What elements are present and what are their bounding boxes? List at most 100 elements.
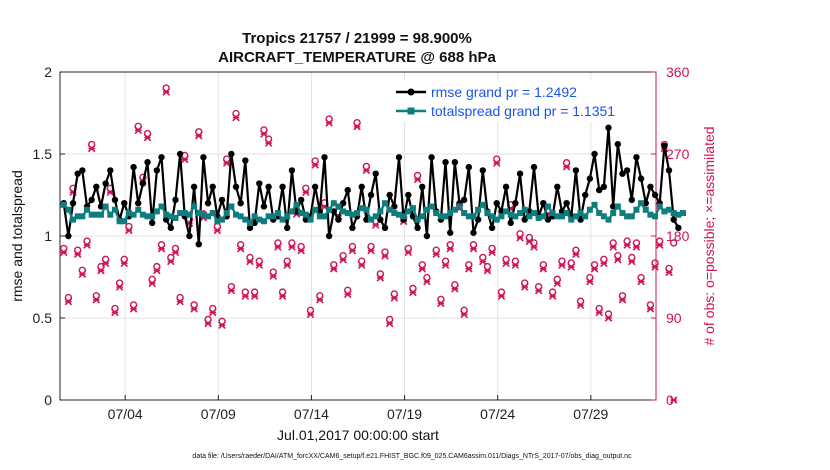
rmse-point-99 [521,216,528,223]
totalspread-point-70 [386,206,393,213]
rmse-point-13 [121,200,128,207]
obs-assimilated-marker-107 [558,261,566,269]
totalspread-point-84 [451,206,458,213]
totalspread-point-128 [656,203,663,210]
obs-assimilated-marker-28 [190,305,198,313]
obs-assimilated-marker-93 [492,159,501,167]
totalspread-point-63 [354,210,361,217]
totalspread-point-106 [554,213,561,220]
obs-assimilated-marker-37 [232,113,240,122]
totalspread-point-121 [624,213,631,220]
totalspread-point-99 [521,206,528,213]
totalspread-point-82 [442,213,449,220]
obs-assimilated-marker-41 [250,292,259,300]
totalspread-point-133 [680,210,687,217]
totalspread-point-30 [200,211,207,218]
obs-assimilated-marker-71 [390,294,399,302]
totalspread-point-126 [647,211,654,218]
totalspread-point-73 [400,213,407,220]
totalspread-point-25 [177,210,184,217]
rmse-point-30 [200,154,207,161]
obs-assimilated-marker-101 [530,243,538,251]
obs-assimilated-marker-99 [520,283,529,291]
rmse-point-94 [498,208,505,215]
obs-assimilated-marker-57 [325,119,333,127]
obs-assimilated-marker-70 [385,319,394,328]
totalspread-point-112 [582,213,589,220]
obs-assimilated-marker-31 [204,319,212,328]
obs-assimilated-marker-48 [283,261,291,269]
series-layer [60,124,687,248]
totalspread-point-41 [251,213,258,220]
totalspread-point-117 [605,216,612,223]
obs-assimilated-marker-12 [115,283,124,291]
totalspread-point-64 [358,205,365,212]
totalspread-point-71 [391,210,398,217]
totalspread-point-10 [107,211,114,218]
obs-assimilated-marker-124 [637,277,645,286]
totalspread-point-26 [181,210,188,217]
y2-tick-label-0: 0 [666,392,674,408]
obs-assimilated-marker-98 [516,234,524,242]
rmse-point-41 [251,219,258,227]
totalspread-point-9 [102,203,109,210]
rmse-point-20 [153,167,161,174]
obs-assimilated-marker-34 [218,321,226,330]
totalspread-point-68 [377,208,384,215]
rmse-point-57 [325,232,333,240]
rmse-point-36 [228,150,235,158]
totalspread-point-132 [675,211,682,218]
rmse-point-119 [614,140,622,148]
obs-assimilated-marker-95 [502,259,510,268]
totalspread-point-24 [172,214,179,221]
totalspread-point-91 [484,210,491,217]
totalspread-point-96 [507,211,514,218]
x-axis-label: Jul.01,2017 00:00:00 start [277,427,439,443]
totalspread-point-29 [195,210,202,217]
rmse-point-21 [158,154,165,161]
totalspread-point-23 [167,213,174,220]
y-tick-label-3: 1.5 [33,146,53,162]
totalspread-point-104 [544,203,551,210]
obs-assimilated-marker-51 [297,246,305,255]
y-tick-label-1: 0.5 [33,310,53,326]
rmse-point-15 [130,163,137,171]
rmse-point-130 [665,167,673,174]
totalspread-point-67 [372,213,379,220]
rmse-point-82 [442,159,449,166]
totalspread-point-2 [70,216,77,223]
totalspread-point-131 [670,210,677,217]
rmse-point-97 [512,200,519,207]
rmse-point-60 [339,200,347,207]
totalspread-point-18 [144,213,151,220]
obs-assimilated-marker-21 [157,244,166,253]
rmse-point-24 [172,196,179,204]
obs-assimilated-marker-46 [274,243,282,251]
y2-tick-label-4: 360 [666,64,690,80]
totalspread-point-78 [423,206,430,213]
rmse-point-106 [554,183,561,190]
totalspread-point-114 [591,201,598,208]
totalspread-point-118 [610,210,617,217]
obs-assimilated-marker-108 [562,162,571,171]
rmse-point-103 [540,200,547,207]
totalspread-point-98 [517,210,524,217]
x-tick-label-3: 07/19 [387,406,422,422]
obs-assimilated-marker-18 [143,133,152,142]
obs-assimilated-marker-49 [288,243,296,251]
obs-assimilated-marker-128 [655,241,664,249]
obs-assimilated-marker-20 [153,266,161,275]
totalspread-point-42 [256,216,263,223]
rmse-point-66 [367,191,375,199]
totalspread-point-54 [312,206,319,213]
y-tick-label-2: 1 [44,228,52,244]
totalspread-point-53 [307,216,314,223]
obs-assimilated-marker-29 [194,132,203,140]
obs-assimilated-marker-102 [534,286,543,295]
obs-assimilated-marker-16 [134,126,142,135]
totalspread-point-5 [84,206,91,213]
rmse-point-43 [260,203,268,210]
rmse-point-96 [507,219,514,227]
rmse-point-51 [297,196,305,204]
totalspread-point-76 [414,216,421,223]
